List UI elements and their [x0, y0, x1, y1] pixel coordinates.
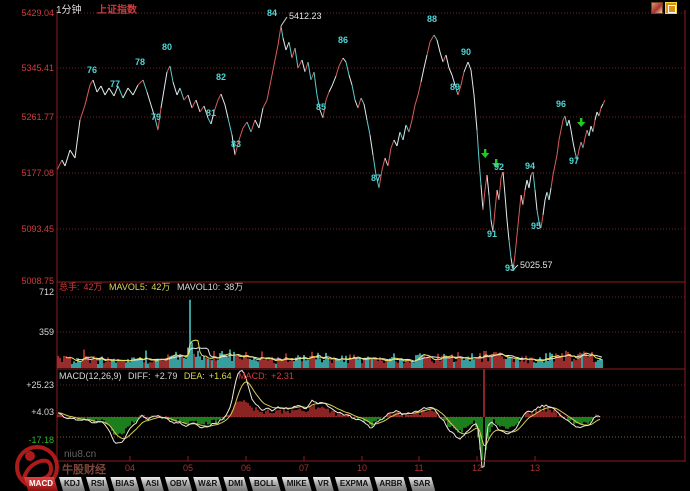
macd-label: MACD: — [238, 371, 268, 381]
indicator-tab-bar: MACD KDJ RSI BIAS ASI OBV W&R DMI BOLL MIKE VR EXPM… — [24, 477, 436, 491]
macd-axis-label: -17.18 — [28, 435, 54, 445]
low-price-annotation: 5025.57 — [520, 260, 553, 270]
tab-wr[interactable]: W&R — [193, 477, 222, 491]
wave-count-label: 93 — [504, 263, 516, 273]
macd-value: +2.31 — [271, 371, 294, 381]
wave-count-label: 91 — [486, 229, 498, 239]
wave-count-label: 79 — [150, 112, 162, 122]
wave-count-label: 87 — [370, 173, 382, 183]
tab-rsi[interactable]: RSI — [86, 477, 109, 491]
price-axis-label: 5093.45 — [21, 224, 54, 234]
wave-count-label: 80 — [161, 42, 173, 52]
tab-arbr[interactable]: ARBR — [374, 477, 407, 491]
window-restore-icon[interactable] — [665, 2, 677, 14]
high-price-annotation: 5412.23 — [289, 11, 322, 21]
tab-mike[interactable]: MIKE — [282, 477, 312, 491]
thumbnail-icon[interactable] — [651, 2, 663, 14]
price-axis-label: 5345.41 — [21, 63, 54, 73]
tab-bias[interactable]: BIAS — [110, 477, 139, 491]
diff-label: DIFF: — [128, 371, 151, 381]
time-axis-label: 07 — [298, 463, 310, 473]
symbol-name[interactable]: 上证指数 — [97, 5, 137, 16]
wave-count-label: 81 — [205, 108, 217, 118]
wave-count-label: 95 — [530, 221, 542, 231]
time-axis-label: 13 — [529, 463, 541, 473]
price-axis-label: 5429.04 — [21, 8, 54, 18]
time-axis-label: 11 — [414, 463, 424, 473]
watermark-url: niu8.cn — [64, 449, 97, 460]
tab-asi[interactable]: ASI — [140, 477, 163, 491]
macd-pane-header: MACD(12,26,9) DIFF: +2.79 DEA: +1.64 MACD:… — [59, 371, 298, 381]
volume-value: 42万 — [83, 282, 103, 292]
dea-label: DEA: — [183, 371, 205, 381]
wave-count-label: 83 — [230, 139, 242, 149]
wave-count-label: 97 — [568, 156, 580, 166]
wave-count-label: 89 — [449, 82, 461, 92]
volume-pane-header: 总手: 42万 MAVOL5: 42万 MAVOL10: 38万 — [59, 282, 247, 292]
tab-vr[interactable]: VR — [313, 477, 334, 491]
volume-axis-label: 359 — [38, 327, 54, 337]
price-axis-label: 5008.75 — [21, 276, 54, 286]
wave-count-label: 90 — [460, 47, 472, 57]
wave-count-label: 77 — [109, 79, 121, 89]
tab-boll[interactable]: BOLL — [249, 477, 281, 491]
time-axis-label: 04 — [124, 463, 136, 473]
wave-count-label: 82 — [215, 72, 227, 82]
volume-axis-label: 712 — [38, 287, 54, 297]
wave-count-label: 92 — [493, 162, 505, 172]
tab-expma[interactable]: EXPMA — [335, 477, 373, 491]
time-axis-label: 10 — [356, 463, 368, 473]
price-axis-label: 5177.08 — [21, 168, 54, 178]
mavol5-value: 42万 — [151, 282, 171, 292]
wave-count-label: 78 — [134, 57, 146, 67]
diff-value: +2.79 — [154, 371, 178, 381]
tab-kdj[interactable]: KDJ — [59, 477, 85, 491]
macd-axis-label: +25.23 — [26, 380, 54, 390]
wave-count-label: 94 — [524, 161, 536, 171]
watermark-site-name: 牛股财经 — [62, 464, 106, 476]
wave-count-label: 86 — [337, 35, 349, 45]
chart-period-label: 1分钟 — [56, 5, 82, 16]
wave-count-label: 76 — [86, 65, 98, 75]
time-axis-label: 12 — [471, 463, 483, 473]
macd-indicator-name: MACD(12,26,9) — [59, 371, 122, 381]
macd-axis-label: +4.03 — [31, 407, 54, 417]
time-axis-label: 05 — [182, 463, 194, 473]
tab-sar[interactable]: SAR — [408, 477, 435, 491]
mavol5-label: MAVOL5: — [109, 282, 148, 292]
tab-dmi[interactable]: DMI — [223, 477, 248, 491]
tab-macd[interactable]: MACD — [24, 477, 58, 491]
mavol10-value: 38万 — [224, 282, 244, 292]
mavol10-label: MAVOL10: — [176, 282, 221, 292]
time-axis-label: 06 — [240, 463, 252, 473]
price-axis-label: 5261.77 — [21, 112, 54, 122]
wave-count-label: 88 — [426, 14, 438, 24]
dea-value: +1.64 — [208, 371, 232, 381]
wave-count-label: 84 — [266, 8, 278, 18]
tab-obv[interactable]: OBV — [165, 477, 192, 491]
wave-count-label: 85 — [315, 102, 327, 112]
wave-count-label: 96 — [555, 99, 567, 109]
volume-label: 总手: — [59, 282, 80, 292]
